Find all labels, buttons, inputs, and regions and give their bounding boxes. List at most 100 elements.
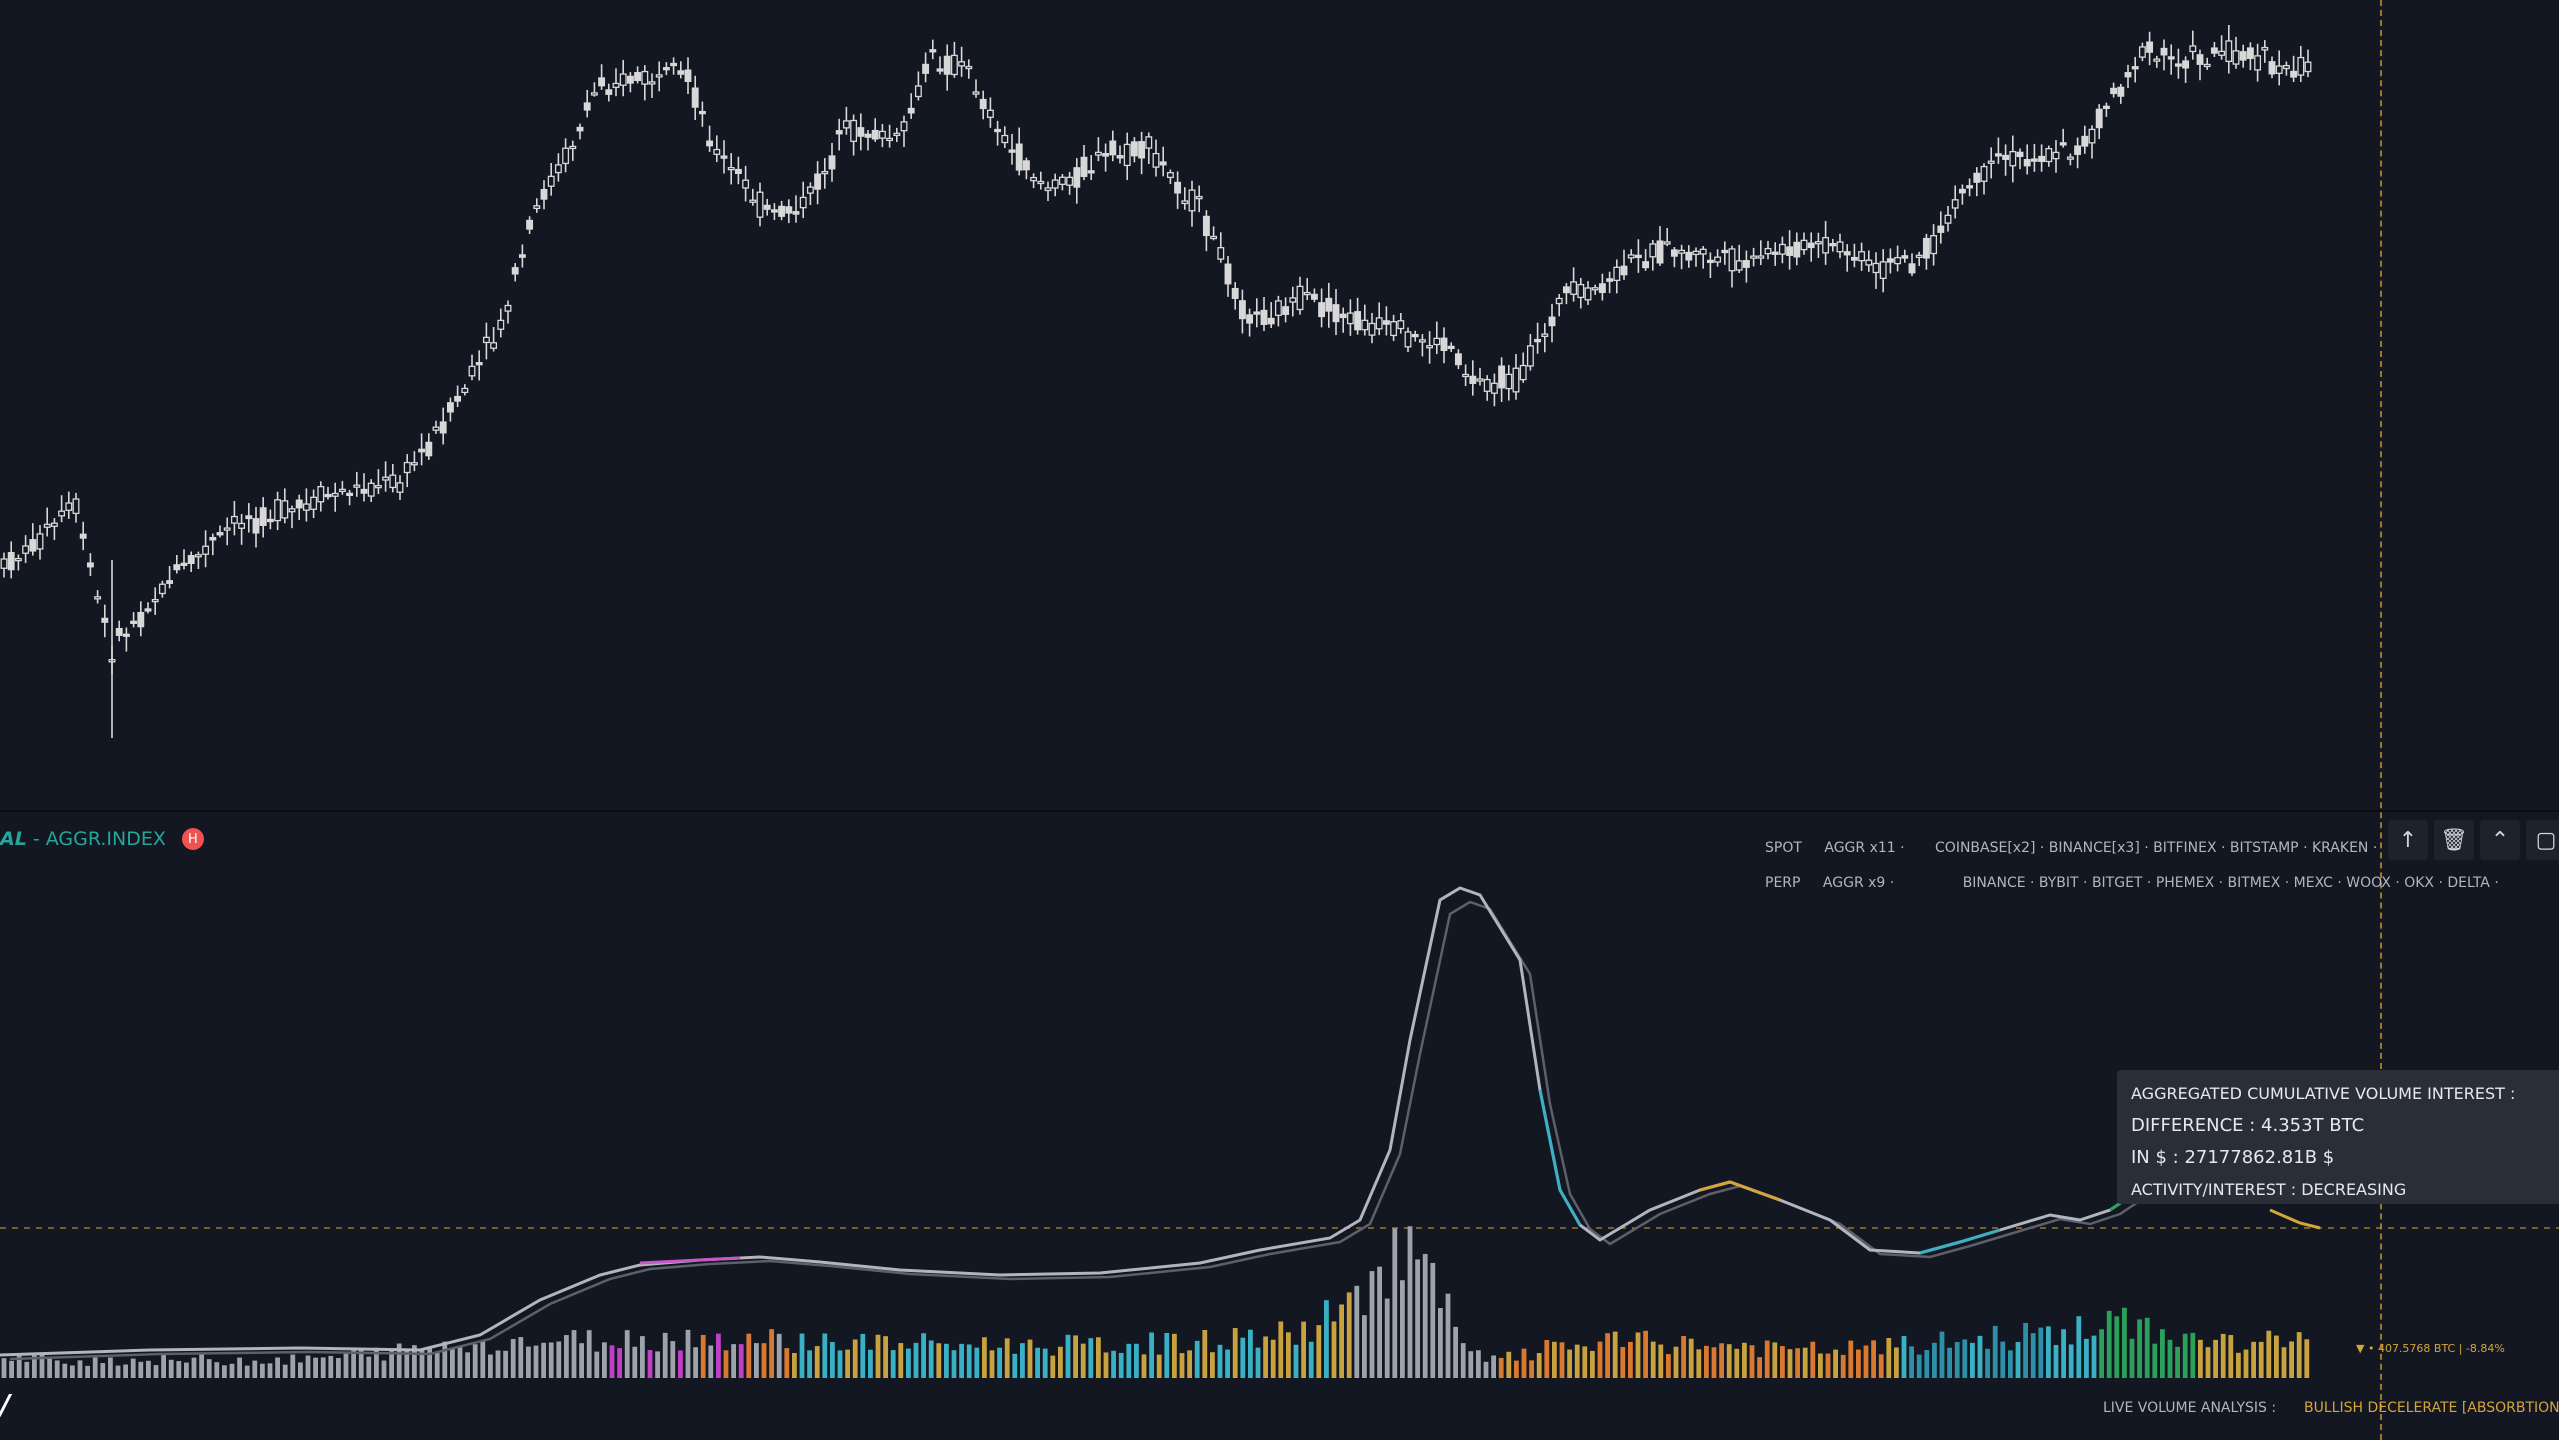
price-candle [806,182,814,206]
price-candle [1382,306,1390,336]
price-candle [1476,367,1484,386]
price-candle [281,488,289,524]
volume-bar [1529,1360,1534,1378]
volume-bar [472,1344,478,1378]
price-candle [2074,137,2082,169]
price-candle [900,115,908,147]
price-candle [302,488,310,522]
price-candle [2290,55,2298,83]
price-candle [1145,132,1153,164]
price-candle [986,97,994,128]
price-candle [670,57,678,75]
tradingview-logo[interactable]: / [0,1388,11,1421]
volume-bar [62,1363,68,1378]
volume-bar [1202,1329,1208,1378]
move-up-icon[interactable]: ↑ [2388,820,2428,860]
indicator-badge[interactable]: H [181,828,204,850]
price-candle [43,507,51,537]
price-candle [274,491,282,531]
volume-bar [754,1343,759,1378]
volume-bar [1947,1347,1952,1378]
volume-bar [191,1357,197,1378]
price-candle [1181,187,1189,210]
volume-bar [1346,1292,1352,1378]
volume-bar [1384,1298,1390,1378]
price-candle [1721,241,1729,265]
price-candle [1195,185,1203,213]
volume-bar [2084,1338,2089,1378]
price-candle [1944,206,1952,232]
volume-bar [2205,1347,2211,1378]
volume-bar [1597,1341,1603,1378]
volume-bar [1187,1350,1192,1378]
price-candle [338,480,346,495]
volume-bar [860,1333,866,1378]
price-candle [497,308,505,338]
volume-bar [906,1348,911,1378]
price-candle [1037,171,1045,190]
volume-bar [1643,1330,1648,1378]
volume-bar [1483,1361,1489,1378]
price-candle [2153,55,2161,68]
volume-bar [1742,1342,1747,1378]
collapse-icon[interactable]: ⌃ [2480,820,2520,860]
price-candle [1836,233,1844,259]
volume-bar [495,1350,501,1378]
volume-bar [1848,1340,1854,1378]
volume-bar [898,1343,904,1378]
volume-bar [670,1341,676,1378]
volume-bar [1156,1354,1162,1378]
price-candle [187,551,195,572]
price-candle [634,66,642,84]
volume-bar [1134,1343,1139,1378]
price-candle [22,535,30,564]
volume-bar [389,1351,394,1378]
price-candle [1678,244,1686,270]
price-candle [1908,253,1916,277]
trash-icon[interactable]: 🗑 [2434,820,2474,860]
volume-bar [2122,1307,2127,1378]
volume-bar [723,1350,729,1378]
volume-bar [1073,1335,1078,1378]
price-candle [151,587,159,615]
indicator-title[interactable]: AL - AGGR.INDEX H [0,828,204,850]
volume-bar [685,1329,691,1378]
volume-bar [1688,1338,1694,1378]
volume-bar [442,1341,448,1378]
volume-bar [1559,1342,1565,1378]
price-chart[interactable] [0,0,2559,810]
price-candle [598,64,606,90]
volume-bar [852,1339,858,1378]
price-candle [1915,251,1923,266]
indicator-pane[interactable] [0,810,2559,1440]
price-candle [1872,252,1880,289]
price-candle [2261,40,2269,63]
price-candle [1958,184,1966,205]
price-candle [468,354,476,381]
price-candle [1116,145,1124,164]
price-candle [698,101,706,127]
price-candle [1613,259,1621,294]
price-candle [115,620,123,642]
price-candle [2304,49,2312,78]
volume-bar [982,1337,987,1378]
volume-bar [556,1341,562,1378]
price-candle [382,461,390,492]
price-candle [583,89,591,118]
price-candle [130,612,138,628]
pane-divider[interactable] [0,810,2559,812]
volume-bar [1339,1304,1344,1378]
price-candle [943,44,951,91]
price-candle [1051,173,1059,197]
price-candle [850,114,858,156]
volume-bar [32,1355,37,1378]
volume-bar [1833,1349,1838,1378]
price-candle [252,506,260,548]
volume-bar [2160,1329,2165,1378]
price-candle [893,127,901,143]
volume-bar [510,1339,516,1378]
price-candle [0,552,8,578]
volume-bar [1757,1357,1762,1378]
more-icon[interactable]: ▢ [2526,820,2559,860]
volume-bar [1726,1344,1732,1378]
